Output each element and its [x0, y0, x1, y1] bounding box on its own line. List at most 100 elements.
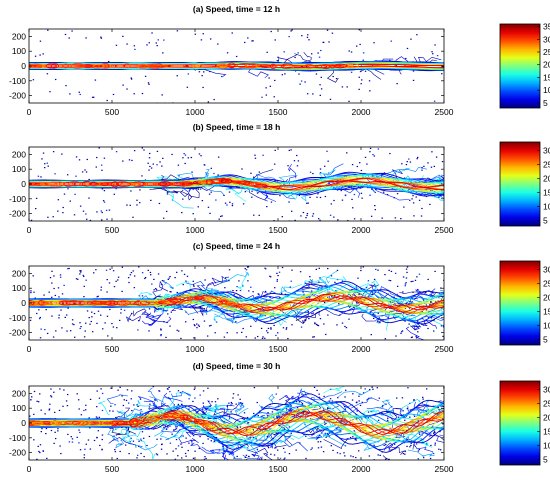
noise-mark: [256, 401, 258, 404]
noise-mark: [57, 287, 60, 289]
colorbar-tick-label: 25: [543, 278, 550, 288]
contour-line: [204, 169, 210, 178]
noise-mark: [106, 315, 109, 317]
noise-mark: [199, 394, 201, 396]
noise-mark: [45, 432, 47, 435]
noise-mark: [302, 320, 304, 322]
colorbar-scale: [499, 141, 541, 227]
noise-mark: [202, 71, 205, 73]
noise-mark: [65, 85, 67, 87]
noise-mark: [334, 294, 336, 297]
noise-mark: [235, 55, 238, 58]
x-tick-label: 500: [105, 225, 119, 235]
noise-mark: [61, 153, 63, 155]
y-tick-label: 100: [12, 164, 26, 174]
noise-mark: [36, 400, 38, 402]
contour-line: [180, 189, 193, 201]
noise-mark: [44, 163, 46, 165]
colorbar: 30252015105: [499, 260, 550, 346]
noise-mark: [127, 428, 129, 430]
noise-mark: [151, 32, 153, 34]
noise-mark: [57, 428, 59, 430]
noise-mark: [46, 73, 49, 75]
noise-mark: [360, 83, 362, 85]
noise-mark: [401, 330, 404, 332]
x-tick-label: 500: [105, 344, 119, 354]
noise-mark: [437, 413, 439, 415]
noise-mark: [275, 334, 277, 337]
noise-mark: [307, 202, 309, 204]
noise-mark: [202, 420, 205, 422]
noise-mark: [322, 451, 325, 453]
noise-mark: [393, 296, 395, 298]
noise-mark: [31, 396, 33, 398]
x-tick-label: 2000: [352, 225, 371, 235]
core-contour: [84, 300, 99, 306]
contour-line: [141, 320, 157, 326]
noise-mark: [345, 327, 348, 329]
noise-mark: [372, 153, 374, 156]
noise-mark: [150, 199, 152, 201]
noise-mark: [113, 193, 116, 195]
noise-mark: [185, 455, 187, 457]
noise-mark: [335, 290, 337, 292]
noise-mark: [231, 32, 233, 34]
noise-mark: [245, 269, 248, 271]
noise-mark: [62, 206, 64, 209]
noise-mark: [297, 396, 300, 398]
noise-mark: [182, 157, 184, 159]
noise-mark: [208, 325, 211, 327]
noise-mark: [48, 409, 50, 411]
noise-mark: [51, 315, 53, 317]
noise-mark: [350, 455, 352, 457]
contour-line: [432, 430, 444, 441]
noise-mark: [281, 216, 284, 218]
core-contour: [100, 182, 109, 186]
noise-mark: [85, 279, 87, 281]
noise-mark: [79, 205, 82, 207]
noise-mark: [101, 169, 103, 171]
panel-a: (a) Speed, time = 12 h0 500 1000 1500 2000 25…: [9, 4, 550, 117]
noise-mark: [370, 410, 372, 413]
core-contour: [134, 182, 146, 187]
noise-mark: [128, 431, 131, 433]
noise-mark: [332, 75, 334, 78]
noise-mark: [369, 194, 371, 196]
noise-mark: [331, 32, 334, 34]
noise-mark: [221, 75, 223, 78]
noise-mark: [176, 329, 178, 331]
noise-mark: [98, 416, 101, 418]
noise-mark: [232, 393, 235, 395]
contour-line: [391, 447, 407, 456]
noise-mark: [133, 93, 135, 95]
noise-mark: [389, 152, 391, 155]
noise-mark: [241, 331, 243, 333]
x-tick-label: 500: [105, 107, 119, 117]
noise-mark: [45, 309, 47, 311]
noise-mark: [406, 438, 408, 440]
noise-mark: [404, 285, 406, 287]
noise-mark: [327, 407, 329, 409]
noise-mark: [172, 450, 174, 452]
noise-mark: [406, 271, 408, 274]
noise-mark: [162, 217, 165, 219]
noise-mark: [344, 194, 347, 196]
colorbar-tick-label: 30: [543, 145, 550, 155]
noise-mark: [96, 417, 99, 419]
noise-mark: [423, 165, 425, 167]
noise-mark: [176, 291, 178, 294]
noise-mark: [205, 457, 207, 460]
noise-mark: [351, 399, 354, 401]
noise-mark: [214, 401, 217, 403]
colorbar-tick-label: 5: [543, 454, 548, 464]
contour-line: [410, 325, 420, 331]
noise-mark: [243, 418, 245, 420]
colorbar-tick-label: 10: [543, 85, 550, 95]
noise-mark: [177, 455, 179, 457]
noise-mark: [153, 289, 155, 291]
noise-mark: [95, 416, 98, 418]
noise-mark: [191, 171, 193, 173]
noise-mark: [100, 314, 102, 316]
noise-mark: [194, 33, 197, 35]
y-tick-label: 200: [12, 268, 26, 278]
